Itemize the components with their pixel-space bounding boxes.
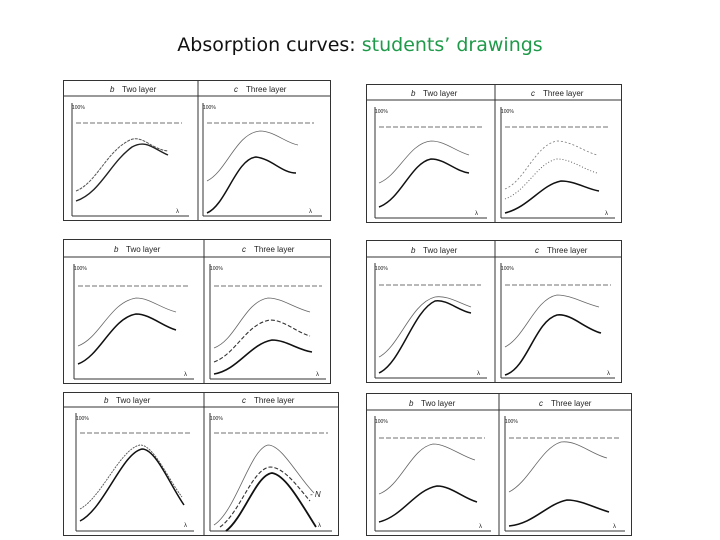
b-letter: b <box>411 246 416 255</box>
three-layer-label: Three layer <box>254 396 295 405</box>
y-marker: 100% <box>74 266 87 272</box>
absorption-curve-b-lower <box>378 300 472 374</box>
x-marker: λ <box>479 524 482 530</box>
y-marker: 100% <box>375 419 388 425</box>
absorption-curve-b-upper <box>79 444 183 510</box>
absorption-curve-c-lower <box>504 314 602 376</box>
drawing-panel-4: b Two layer c Three layer 100% 100% λ λ <box>366 240 622 383</box>
three-layer-label: Three layer <box>254 245 295 254</box>
y-marker: 100% <box>203 105 216 111</box>
panel-2-svg: b Two layer c Three layer 100% 100% λ λ <box>367 85 621 222</box>
panel-3-svg: b Two layer c Three layer 100% 100% λ λ <box>64 240 330 383</box>
curve-annotation: - N <box>310 490 321 499</box>
two-layer-label: Two layer <box>126 245 161 254</box>
y-marker: 100% <box>76 416 89 422</box>
b-letter: b <box>104 396 109 405</box>
three-layer-label: Three layer <box>547 246 588 255</box>
b-letter: b <box>411 89 416 98</box>
absorption-curve-c-middle <box>504 158 598 200</box>
y-marker: 100% <box>505 419 518 425</box>
drawing-panel-2: b Two layer c Three layer 100% 100% λ λ <box>366 84 622 223</box>
c-letter: c <box>539 399 543 408</box>
b-letter: b <box>110 85 115 94</box>
absorption-curve-c-upper <box>213 444 315 526</box>
two-layer-label: Two layer <box>122 85 157 94</box>
absorption-curve-c-lower <box>504 180 600 214</box>
b-letter: b <box>409 399 414 408</box>
absorption-curve-b-upper <box>378 296 472 358</box>
absorption-curve-b-lower <box>75 143 169 202</box>
y-marker: 100% <box>72 105 85 111</box>
three-layer-label: Three layer <box>246 85 287 94</box>
absorption-curve-b-lower <box>378 158 470 208</box>
x-marker: λ <box>309 209 312 215</box>
y-marker: 100% <box>375 266 388 272</box>
y-marker: 100% <box>210 416 223 422</box>
c-letter: c <box>242 396 246 405</box>
x-marker: λ <box>605 211 608 217</box>
absorption-curve-b-lower <box>378 485 478 523</box>
y-marker: 100% <box>375 109 388 115</box>
x-marker: λ <box>607 371 610 377</box>
absorption-curve-b-upper <box>77 297 177 347</box>
two-layer-label: Two layer <box>423 246 458 255</box>
three-layer-label: Three layer <box>551 399 592 408</box>
absorption-curve-b-upper <box>378 140 470 184</box>
absorption-curve-c-upper <box>206 130 299 182</box>
absorption-curve-c-middle <box>219 466 311 528</box>
two-layer-label: Two layer <box>116 396 151 405</box>
panel-4-svg: b Two layer c Three layer 100% 100% λ λ <box>367 241 621 382</box>
x-marker: λ <box>318 523 321 529</box>
drawing-panel-1: b Two layer c Three layer 100% 100% λ λ <box>63 80 331 221</box>
absorption-curve-c-upper <box>504 294 600 348</box>
x-marker: λ <box>184 523 187 529</box>
x-marker: λ <box>477 371 480 377</box>
absorption-curve-b-lower <box>77 313 177 365</box>
absorption-curve-b-upper <box>378 443 476 495</box>
absorption-curve-c-upper <box>213 297 311 349</box>
title-prefix: Absorption curves: <box>177 34 362 56</box>
three-layer-label: Three layer <box>543 89 584 98</box>
two-layer-label: Two layer <box>423 89 458 98</box>
absorption-curve-b-lower <box>79 448 185 522</box>
absorption-curve-c-upper <box>504 140 598 190</box>
y-marker: 100% <box>210 266 223 272</box>
absorption-curve-c-lower <box>508 499 610 527</box>
c-letter: c <box>531 89 535 98</box>
title-highlight: students’ drawings <box>361 34 543 56</box>
x-marker: λ <box>176 209 179 215</box>
y-marker: 100% <box>501 109 514 115</box>
panel-1-svg: b Two layer c Three layer 100% 100% λ λ <box>64 81 330 220</box>
two-layer-label: Two layer <box>421 399 456 408</box>
panel-6-svg: b Two layer c Three layer 100% 100% λ λ <box>367 394 631 535</box>
y-marker: 100% <box>501 266 514 272</box>
absorption-curve-c-lower <box>206 156 297 214</box>
c-letter: c <box>535 246 539 255</box>
c-letter: c <box>242 245 246 254</box>
x-marker: λ <box>613 524 616 530</box>
drawing-panel-6: b Two layer c Three layer 100% 100% λ λ <box>366 393 632 536</box>
x-marker: λ <box>316 372 319 378</box>
drawing-panel-5: b Two layer c Three layer 100% 100% λ λ … <box>63 392 339 536</box>
absorption-curve-c-lower <box>225 472 317 532</box>
absorption-curve-c-lower <box>213 339 313 375</box>
page-title: Absorption curves: students’ drawings <box>0 34 720 56</box>
absorption-curve-b-upper <box>75 138 169 192</box>
absorption-curve-c-middle <box>213 319 311 363</box>
drawing-panel-3: b Two layer c Three layer 100% 100% λ λ <box>63 239 331 384</box>
x-marker: λ <box>184 372 187 378</box>
panel-5-svg: b Two layer c Three layer 100% 100% λ λ … <box>64 393 338 535</box>
absorption-curve-c-upper <box>508 441 608 493</box>
x-marker: λ <box>475 211 478 217</box>
b-letter: b <box>114 245 119 254</box>
c-letter: c <box>234 85 238 94</box>
